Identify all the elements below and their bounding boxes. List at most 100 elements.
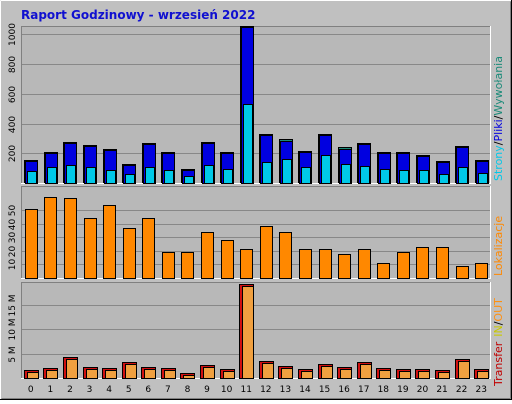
bar-strony (204, 165, 214, 184)
bar-strony (262, 162, 272, 184)
legend-separator: / (492, 321, 505, 325)
bar-lokalizacje (84, 218, 97, 279)
bar-transfer (360, 364, 372, 379)
bar-lokalizacje (240, 249, 253, 279)
top-panel-ytick-label: 1000 (8, 23, 18, 46)
legend-top-panel: Strony/Pliki/Wywołania (492, 56, 505, 181)
bar-strony (282, 159, 292, 184)
bar-lokalizacje (221, 240, 234, 279)
x-tick-label: 17 (358, 385, 369, 395)
bar-strony (399, 170, 409, 184)
x-tick-label: 4 (106, 385, 112, 395)
middle-panel-ytick-label: 20 (8, 246, 18, 258)
x-tick-label: 16 (338, 385, 350, 395)
bar-strony (223, 169, 233, 184)
bar-lokalizacje (475, 263, 488, 279)
bar-strony (419, 170, 429, 184)
bar-strony (66, 165, 76, 184)
bar-lokalizacje (260, 226, 273, 279)
bar-lokalizacje (279, 232, 292, 279)
bar-transfer (183, 375, 195, 379)
bottom-panel-ytick-label: 10 M (8, 318, 18, 340)
x-tick-label: 15 (319, 385, 330, 395)
bar-transfer (27, 372, 39, 379)
bar-strony (243, 104, 253, 184)
bar-lokalizacje (436, 247, 449, 279)
x-tick-label: 19 (397, 385, 409, 395)
bar-transfer (144, 369, 156, 379)
x-tick-label: 5 (126, 385, 132, 395)
bar-transfer (223, 371, 235, 379)
bar-lokalizacje (181, 252, 194, 279)
x-tick-label: 0 (28, 385, 34, 395)
bar-transfer (321, 366, 333, 379)
bar-lokalizacje (319, 249, 332, 279)
bar-strony (478, 173, 488, 184)
x-tick-label: 13 (280, 385, 291, 395)
bar-lokalizacje (397, 252, 410, 279)
x-tick-label: 3 (87, 385, 93, 395)
bar-lokalizacje (416, 247, 429, 279)
bar-transfer (379, 370, 391, 379)
bar-strony (458, 167, 468, 184)
bar-strony (301, 167, 311, 184)
bar-transfer (418, 371, 430, 379)
bar-strony (321, 155, 331, 184)
chart-title: Raport Godzinowy - wrzesień 2022 (21, 8, 255, 22)
bar-transfer (438, 372, 450, 379)
legend-pliki: Pliki (492, 119, 505, 141)
legend-bottom-panel: Transfer IN/OUT (492, 298, 505, 387)
top-panel-ytick-label: 200 (8, 145, 18, 162)
legend-strony: Strony (492, 145, 505, 181)
top-panel-plot-area (21, 26, 491, 184)
top-panel-ytick-label: 800 (8, 56, 18, 73)
legend-transfer: Transfer (492, 341, 505, 387)
bar-transfer (46, 370, 58, 379)
legend-separator: / (492, 141, 505, 145)
x-tick-label: 7 (165, 385, 171, 395)
bar-strony (86, 167, 96, 184)
middle-panel-ytick-label: 30 (8, 232, 18, 244)
bar-transfer (105, 370, 117, 379)
bar-lokalizacje (123, 228, 136, 279)
bar-lokalizacje (201, 232, 214, 279)
x-tick-label: 21 (436, 385, 447, 395)
bar-transfer (281, 368, 293, 379)
x-tick-label: 14 (299, 385, 311, 395)
x-tick-label: 10 (221, 385, 233, 395)
legend-in: IN (492, 325, 505, 336)
x-tick-label: 8 (185, 385, 191, 395)
bar-lokalizacje (456, 266, 469, 279)
bar-lokalizacje (299, 249, 312, 279)
bar-lokalizacje (142, 218, 155, 279)
bar-transfer (458, 361, 470, 379)
legend-lokalizacje: Lokalizacje (492, 216, 505, 276)
bar-transfer (301, 371, 313, 379)
bar-lokalizacje (64, 198, 77, 279)
middle-panel-plot-area (21, 186, 491, 279)
legend-out: OUT (492, 298, 505, 322)
x-tick-label: 6 (145, 385, 151, 395)
bar-transfer (203, 367, 215, 379)
bar-strony (125, 174, 135, 184)
bar-strony (380, 169, 390, 184)
bottom-panel-plot-area (21, 282, 491, 379)
bar-strony (164, 170, 174, 184)
bar-transfer (66, 359, 78, 379)
bar-strony (439, 174, 449, 184)
bar-transfer (262, 363, 274, 379)
bar-lokalizacje (338, 254, 351, 279)
bottom-panel-ytick-label: 5 M (8, 346, 18, 362)
bar-transfer (477, 371, 489, 379)
bar-transfer (164, 370, 176, 379)
bar-lokalizacje (103, 205, 116, 279)
bar-strony (341, 164, 351, 184)
legend-middle-panel: Lokalizacje (492, 216, 505, 276)
bar-transfer (242, 286, 254, 379)
bar-strony (184, 176, 194, 184)
bar-lokalizacje (358, 249, 371, 279)
legend-separator: / (492, 115, 505, 119)
